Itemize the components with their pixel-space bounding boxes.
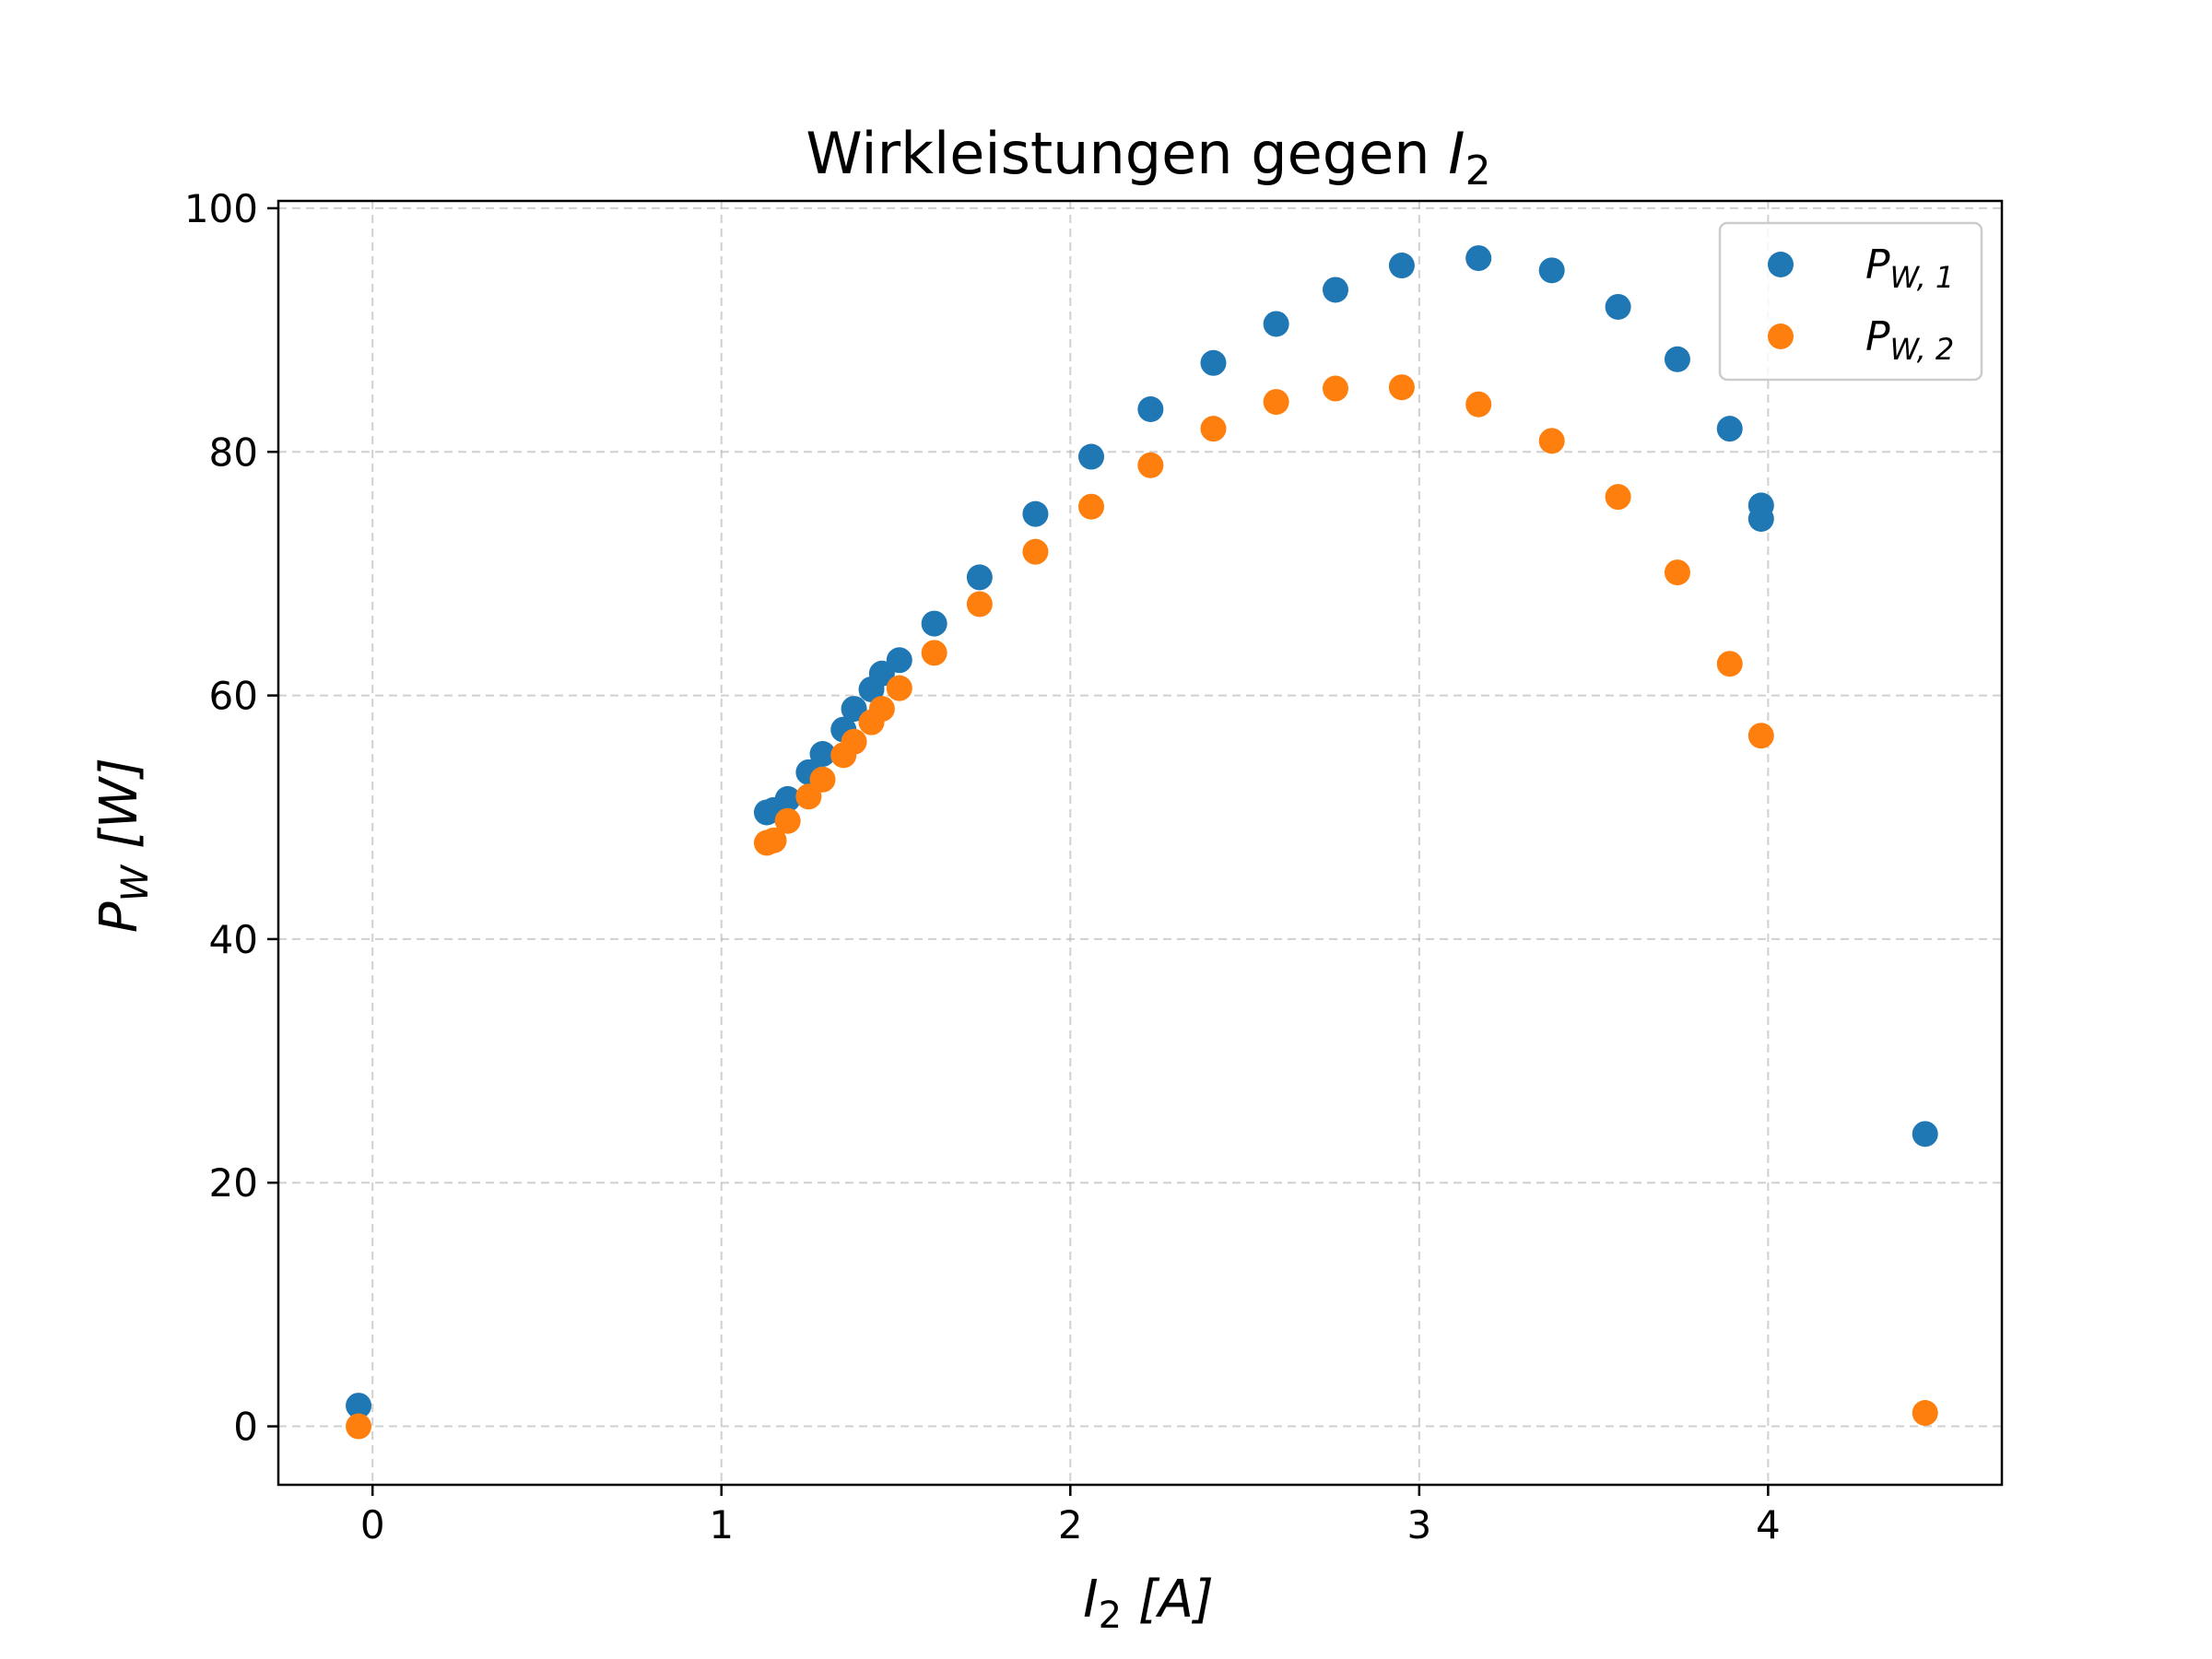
- y-tick-label: 80: [209, 429, 258, 475]
- x-axis-label-unit: [A]: [1122, 1570, 1214, 1630]
- legend-label-series-2: PW, 2: [1865, 313, 1954, 367]
- series-2: [346, 374, 1938, 1440]
- data-point-series-2: [1200, 416, 1227, 442]
- x-axis-label-variable: I: [1083, 1570, 1099, 1630]
- y-axis-ticks: 0 20 40 60 80 100: [184, 186, 278, 1450]
- y-tick-label: 20: [209, 1160, 258, 1206]
- data-point-series-2: [795, 783, 822, 810]
- data-point-series-1: [809, 741, 836, 768]
- title-prefix: Wirkleistungen gegen: [806, 120, 1448, 187]
- x-tick-label: 4: [1756, 1502, 1781, 1547]
- legend-marker-series-2: [1768, 324, 1794, 349]
- y-axis-label-subscript: W: [114, 864, 157, 901]
- data-point-series-2: [1664, 559, 1690, 586]
- data-point-series-1: [1200, 349, 1227, 376]
- x-axis-label-subscript: 2: [1099, 1594, 1122, 1637]
- data-point-series-1: [1022, 500, 1049, 527]
- data-point-series-1: [1388, 253, 1415, 279]
- data-point-series-1: [1538, 257, 1565, 284]
- data-points: [346, 245, 1938, 1440]
- y-axis-label-variable: P: [89, 901, 149, 933]
- data-point-series-2: [1538, 428, 1565, 454]
- data-point-series-2: [921, 640, 947, 666]
- y-axis-label: PW [W]: [89, 758, 157, 933]
- data-point-series-1: [1322, 276, 1348, 303]
- data-point-series-1: [346, 1393, 372, 1419]
- data-point-series-1: [1605, 293, 1631, 320]
- data-point-series-1: [1912, 1121, 1938, 1147]
- data-point-series-2: [1022, 538, 1049, 565]
- data-point-series-1: [841, 696, 867, 723]
- data-point-series-1: [1747, 505, 1774, 532]
- data-point-series-2: [1747, 723, 1774, 749]
- data-point-series-2: [886, 675, 912, 701]
- x-tick-label: 2: [1058, 1502, 1083, 1547]
- data-point-series-1: [1137, 395, 1164, 422]
- data-point-series-2: [1605, 484, 1631, 511]
- y-tick-label: 60: [209, 674, 258, 719]
- legend: PW, 1 PW, 2: [1718, 221, 1983, 382]
- data-point-series-2: [1912, 1400, 1938, 1427]
- legend-label-series-1: PW, 1: [1865, 241, 1954, 295]
- data-point-series-2: [1465, 391, 1492, 418]
- data-point-series-1: [1465, 245, 1492, 272]
- series-1: [346, 245, 1938, 1419]
- data-point-series-2: [1137, 452, 1164, 478]
- chart-title: Wirkleistungen gegen I2: [806, 120, 1490, 194]
- y-axis-label-unit: [W]: [89, 758, 149, 865]
- data-point-series-2: [1263, 389, 1289, 416]
- data-point-series-1: [1078, 443, 1105, 470]
- data-point-series-2: [346, 1413, 372, 1440]
- data-point-series-1: [868, 660, 895, 687]
- data-point-series-1: [921, 610, 947, 637]
- data-point-series-1: [1263, 311, 1289, 337]
- data-point-series-1: [1716, 416, 1743, 442]
- data-point-series-2: [1322, 375, 1348, 402]
- data-point-series-2: [1388, 374, 1415, 401]
- data-point-series-2: [841, 728, 867, 755]
- data-point-series-2: [868, 696, 895, 723]
- data-point-series-1: [966, 564, 993, 591]
- x-tick-label: 1: [709, 1502, 734, 1547]
- data-point-series-2: [1078, 493, 1105, 520]
- data-point-series-2: [809, 766, 836, 793]
- data-point-series-2: [966, 591, 993, 618]
- data-point-series-2: [760, 827, 787, 853]
- x-tick-label: 3: [1406, 1502, 1431, 1547]
- data-point-series-2: [774, 807, 801, 834]
- data-point-series-2: [1716, 651, 1743, 677]
- data-point-series-1: [886, 647, 912, 674]
- x-axis-label: I2 [A]: [1083, 1570, 1214, 1637]
- y-tick-label: 0: [233, 1405, 258, 1450]
- x-tick-label: 0: [360, 1502, 385, 1547]
- legend-marker-series-1: [1768, 252, 1794, 277]
- plot-frame: [276, 199, 2004, 1487]
- data-point-series-1: [774, 785, 801, 812]
- title-variable: I: [1448, 120, 1465, 187]
- data-point-series-1: [1664, 346, 1690, 372]
- title-subscript: 2: [1465, 147, 1491, 194]
- y-tick-label: 40: [209, 917, 258, 962]
- y-tick-label: 100: [184, 186, 258, 231]
- grid: [278, 201, 2002, 1485]
- x-axis-ticks: 0 1 2 3 4: [360, 1485, 1781, 1547]
